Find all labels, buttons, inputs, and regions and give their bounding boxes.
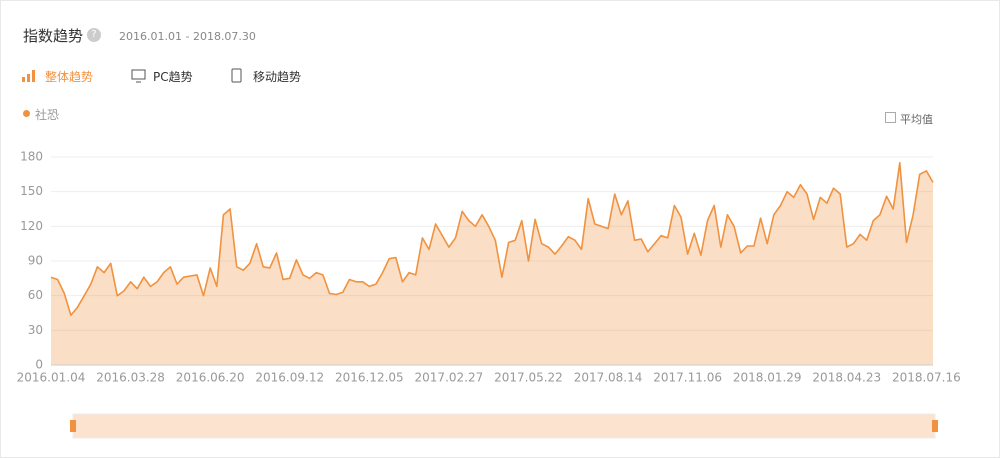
x-tick-label: 2016.06.20 [176,371,245,385]
legend-label: 社恐 [35,108,60,122]
x-tick-label: 2017.11.06 [653,371,722,385]
area [51,162,933,365]
checkbox-label: 平均值 [900,113,933,126]
mobile-icon [231,68,242,83]
y-tick-label: 150 [20,184,43,198]
y-tick-label: 120 [20,219,43,233]
y-tick-label: 30 [28,323,43,337]
tab[interactable]: PC趋势 [153,70,193,84]
navigator-handle[interactable] [70,420,76,432]
title: 指数趋势 [23,27,84,45]
x-tick-label: 2018.04.23 [812,371,881,385]
date-range: 2016.01.01 - 2018.07.30 [119,30,256,43]
y-tick-label: 90 [28,254,43,268]
x-tick-label: 2016.03.28 [96,371,165,385]
x-tick-label: 2018.01.29 [733,371,802,385]
x-tick-label: 2017.02.27 [415,371,484,385]
pc-icon [131,69,146,83]
navigator[interactable] [72,413,936,439]
line [50,162,934,317]
navigator-handle[interactable] [932,420,938,432]
tab[interactable]: 整体趋势 [45,70,94,84]
y-tick-label: 0 [35,358,43,372]
checkbox[interactable] [885,112,896,123]
tab[interactable]: 移动趋势 [253,70,302,84]
y-tick-label: 60 [28,288,43,302]
x-tick-label: 2016.01.04 [17,371,86,385]
x-tick-label: 2016.09.12 [255,371,324,385]
x-tick-label: 2018.07.16 [892,371,961,385]
bar-icon [22,70,35,82]
legend-dot [23,110,30,117]
x-tick-label: 2017.05.22 [494,371,563,385]
help-icon[interactable]: ? [87,28,101,42]
x-tick-label: 2017.08.14 [574,371,643,385]
x-tick-label: 2016.12.05 [335,371,404,385]
y-tick-label: 180 [20,150,43,164]
